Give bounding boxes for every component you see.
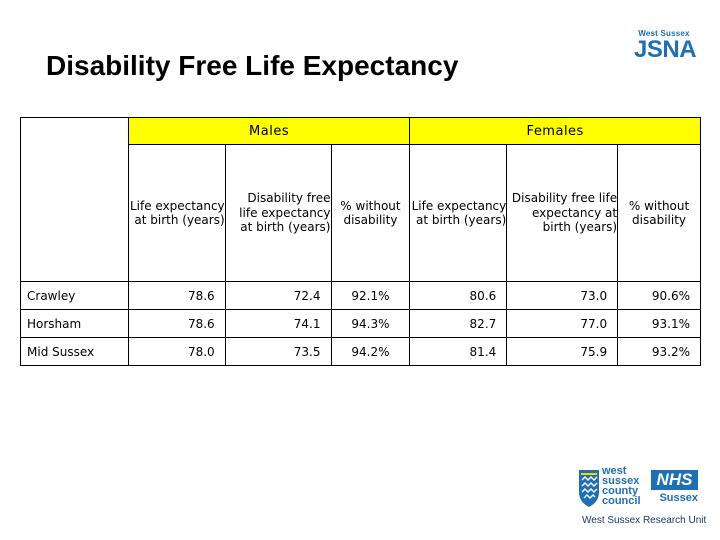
corner-cell bbox=[20, 117, 129, 282]
area-name: Horsham bbox=[20, 309, 129, 338]
female-pct-without-disability: 93.1% bbox=[617, 309, 701, 338]
female-dfle-header: Disability free life expectancy at birth… bbox=[506, 144, 619, 282]
page-title: Disability Free Life Expectancy bbox=[46, 50, 459, 81]
table-row: Crawley 78.6 72.4 92.1% 80.6 73.0 90.6% bbox=[20, 281, 701, 310]
male-life-expectancy: 78.0 bbox=[127, 337, 226, 366]
female-life-expectancy: 80.6 bbox=[409, 281, 508, 310]
male-pct-without-disability: 94.3% bbox=[330, 309, 411, 338]
female-le-header: Life expectancy at birth (years) bbox=[409, 144, 508, 282]
male-pct-without-disability: 92.1% bbox=[330, 281, 411, 310]
logo-subtitle: West Sussex bbox=[638, 29, 690, 38]
research-unit-label: West Sussex Research Unit bbox=[582, 515, 707, 526]
female-pct-header: % without disability bbox=[617, 144, 701, 282]
council-name: west sussex county council bbox=[602, 465, 641, 507]
table-row: Horsham 78.6 74.1 94.3% 82.7 77.0 93.1% bbox=[20, 309, 701, 338]
logo-title: JSNA bbox=[634, 36, 697, 63]
female-dfle: 77.0 bbox=[506, 309, 619, 338]
jsna-logo: West Sussex JSNA bbox=[634, 29, 697, 63]
group-header-row: Males Females bbox=[20, 117, 701, 282]
females-header: Females bbox=[409, 117, 701, 145]
council-shield-icon bbox=[579, 470, 599, 507]
area-name: Crawley bbox=[20, 281, 129, 310]
female-pct-without-disability: 93.2% bbox=[617, 337, 701, 366]
life-expectancy-table: Males Females Life expectancy at birth (… bbox=[20, 117, 701, 366]
males-header: Males bbox=[127, 117, 411, 145]
male-le-header: Life expectancy at birth (years) bbox=[127, 144, 226, 282]
male-dfle-header: Disability free life expectancy at birth… bbox=[224, 144, 332, 282]
female-pct-without-disability: 90.6% bbox=[617, 281, 701, 310]
nhs-region: Sussex bbox=[659, 492, 698, 504]
female-life-expectancy: 81.4 bbox=[409, 337, 508, 366]
table-row: Mid Sussex 78.0 73.5 94.2% 81.4 75.9 93.… bbox=[20, 337, 701, 366]
nhs-logo: NHS bbox=[651, 470, 698, 490]
male-dfle: 73.5 bbox=[224, 337, 332, 366]
male-life-expectancy: 78.6 bbox=[127, 309, 226, 338]
female-dfle: 73.0 bbox=[506, 281, 619, 310]
west-sussex-county-council-logo: west sussex county council bbox=[578, 466, 648, 512]
male-pct-without-disability: 94.2% bbox=[330, 337, 411, 366]
area-name: Mid Sussex bbox=[20, 337, 129, 366]
male-dfle: 74.1 bbox=[224, 309, 332, 338]
male-dfle: 72.4 bbox=[224, 281, 332, 310]
male-pct-header: % without disability bbox=[330, 144, 411, 282]
male-life-expectancy: 78.6 bbox=[127, 281, 226, 310]
subheader-row: Life expectancy at birth (years) Disabil… bbox=[21, 144, 701, 282]
female-dfle: 75.9 bbox=[506, 337, 619, 366]
female-life-expectancy: 82.7 bbox=[409, 309, 508, 338]
